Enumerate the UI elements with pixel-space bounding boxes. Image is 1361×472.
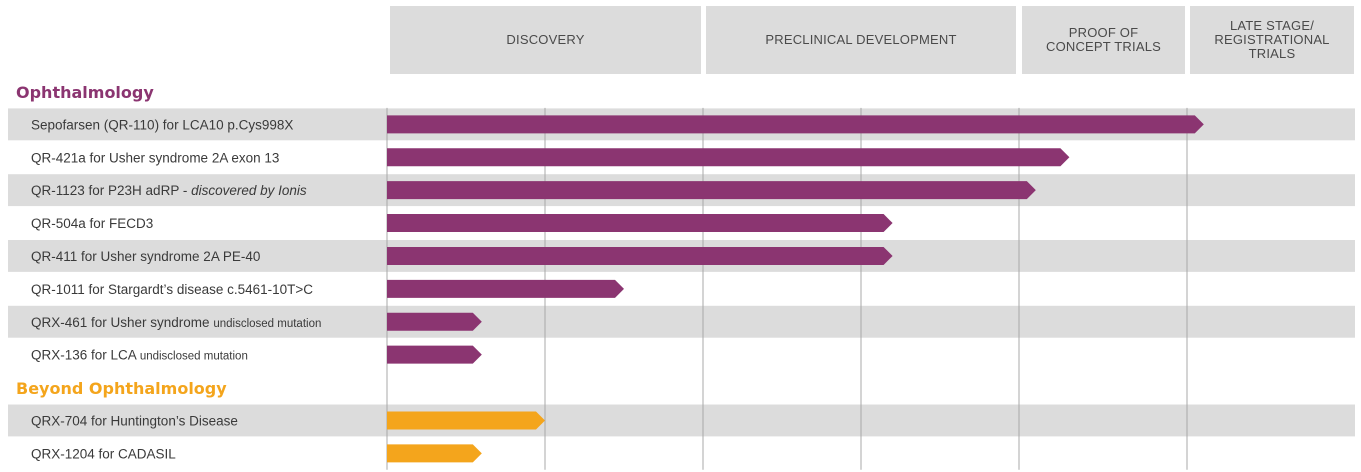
program-label: QR-1011 for Stargardt’s disease c.5461-1… [31,282,313,297]
program-bar [387,444,482,463]
program-bar [387,279,624,298]
program-bar [387,246,893,265]
group-label: Beyond Ophthalmology [16,379,227,398]
program-label: QRX-461 for Usher syndrome undisclosed m… [31,315,321,330]
phase-header-discovery: DISCOVERY [390,6,701,74]
program-bar [387,181,1036,200]
phase-header-late-stage: LATE STAGE/ REGISTRATIONAL TRIALS [1190,6,1354,74]
program-label: QR-421a for Usher syndrome 2A exon 13 [31,150,279,165]
program-label: QR-1123 for P23H adRP - discovered by Io… [31,183,307,198]
program-label: QR-504a for FECD3 [31,216,153,231]
phase-header-label: LATE STAGE/ REGISTRATIONAL TRIALS [1214,18,1330,61]
phase-header-label: PRECLINICAL DEVELOPMENT [765,32,957,47]
program-bar [387,312,482,331]
phase-header-proof-of-concept: PROOF OF CONCEPT TRIALS [1022,6,1185,74]
row-background [8,305,1355,338]
group-label: Ophthalmology [16,83,154,102]
program-bar [387,411,545,430]
phase-header-label: PROOF OF CONCEPT TRIALS [1045,25,1161,54]
program-bar [387,214,893,233]
phase-header-label: DISCOVERY [506,32,585,47]
phase-header-preclinical: PRECLINICAL DEVELOPMENT [706,6,1016,74]
program-label: QRX-136 for LCA undisclosed mutation [31,348,248,363]
program-bar [387,115,1204,134]
program-label: QRX-704 for Huntington’s Disease [31,413,238,428]
program-label: Sepofarsen (QR-110) for LCA10 p.Cys998X [31,117,293,132]
program-label: QR-411 for Usher syndrome 2A PE-40 [31,249,260,264]
program-label: QRX-1204 for CADASIL [31,446,176,461]
program-bar [387,345,482,364]
program-bar [387,148,1070,167]
row-background [8,404,1355,437]
